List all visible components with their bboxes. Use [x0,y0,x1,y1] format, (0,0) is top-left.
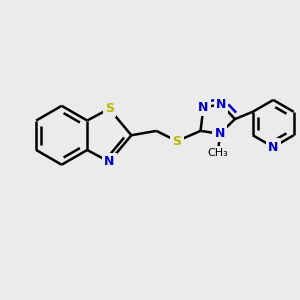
Text: S: S [105,102,114,115]
Text: N: N [268,141,278,154]
Text: S: S [172,135,182,148]
Text: N: N [198,101,209,114]
Text: N: N [214,127,225,140]
Text: N: N [104,155,114,168]
Text: N: N [216,98,226,111]
Text: CH₃: CH₃ [208,148,229,158]
